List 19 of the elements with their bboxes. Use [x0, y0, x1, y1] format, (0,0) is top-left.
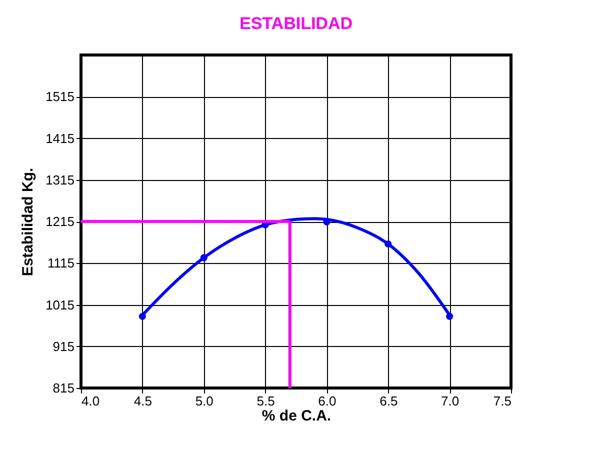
x-tick-label: 6.0	[318, 394, 336, 408]
x-tick-label: 4.0	[82, 394, 100, 408]
x-tick-label: 7.0	[441, 394, 460, 408]
x-tick-label: 5.0	[195, 394, 214, 408]
y-tick-label: 815	[52, 380, 74, 396]
y-tick-label: 915	[52, 338, 74, 354]
y-tick-label: 1015	[46, 297, 74, 312]
chart-title: ESTABILIDAD	[239, 14, 353, 33]
y-tick-label: 1115	[48, 256, 74, 271]
y-tick-label: 1315	[46, 172, 74, 188]
y-tick-label: 1515	[46, 89, 74, 104]
x-tick-label: 5.5	[256, 394, 275, 408]
x-tick-label: 4.5	[134, 394, 152, 408]
y-tick-label: 1215	[46, 214, 74, 229]
x-axis-title: % de C.A.	[262, 408, 332, 424]
y-tick-label: 1415	[46, 130, 74, 146]
x-tick-label: 6.5	[380, 394, 398, 408]
x-tick-label: 7.5	[493, 394, 512, 408]
y-axis-title: Estabilidad Kg.	[20, 168, 37, 276]
